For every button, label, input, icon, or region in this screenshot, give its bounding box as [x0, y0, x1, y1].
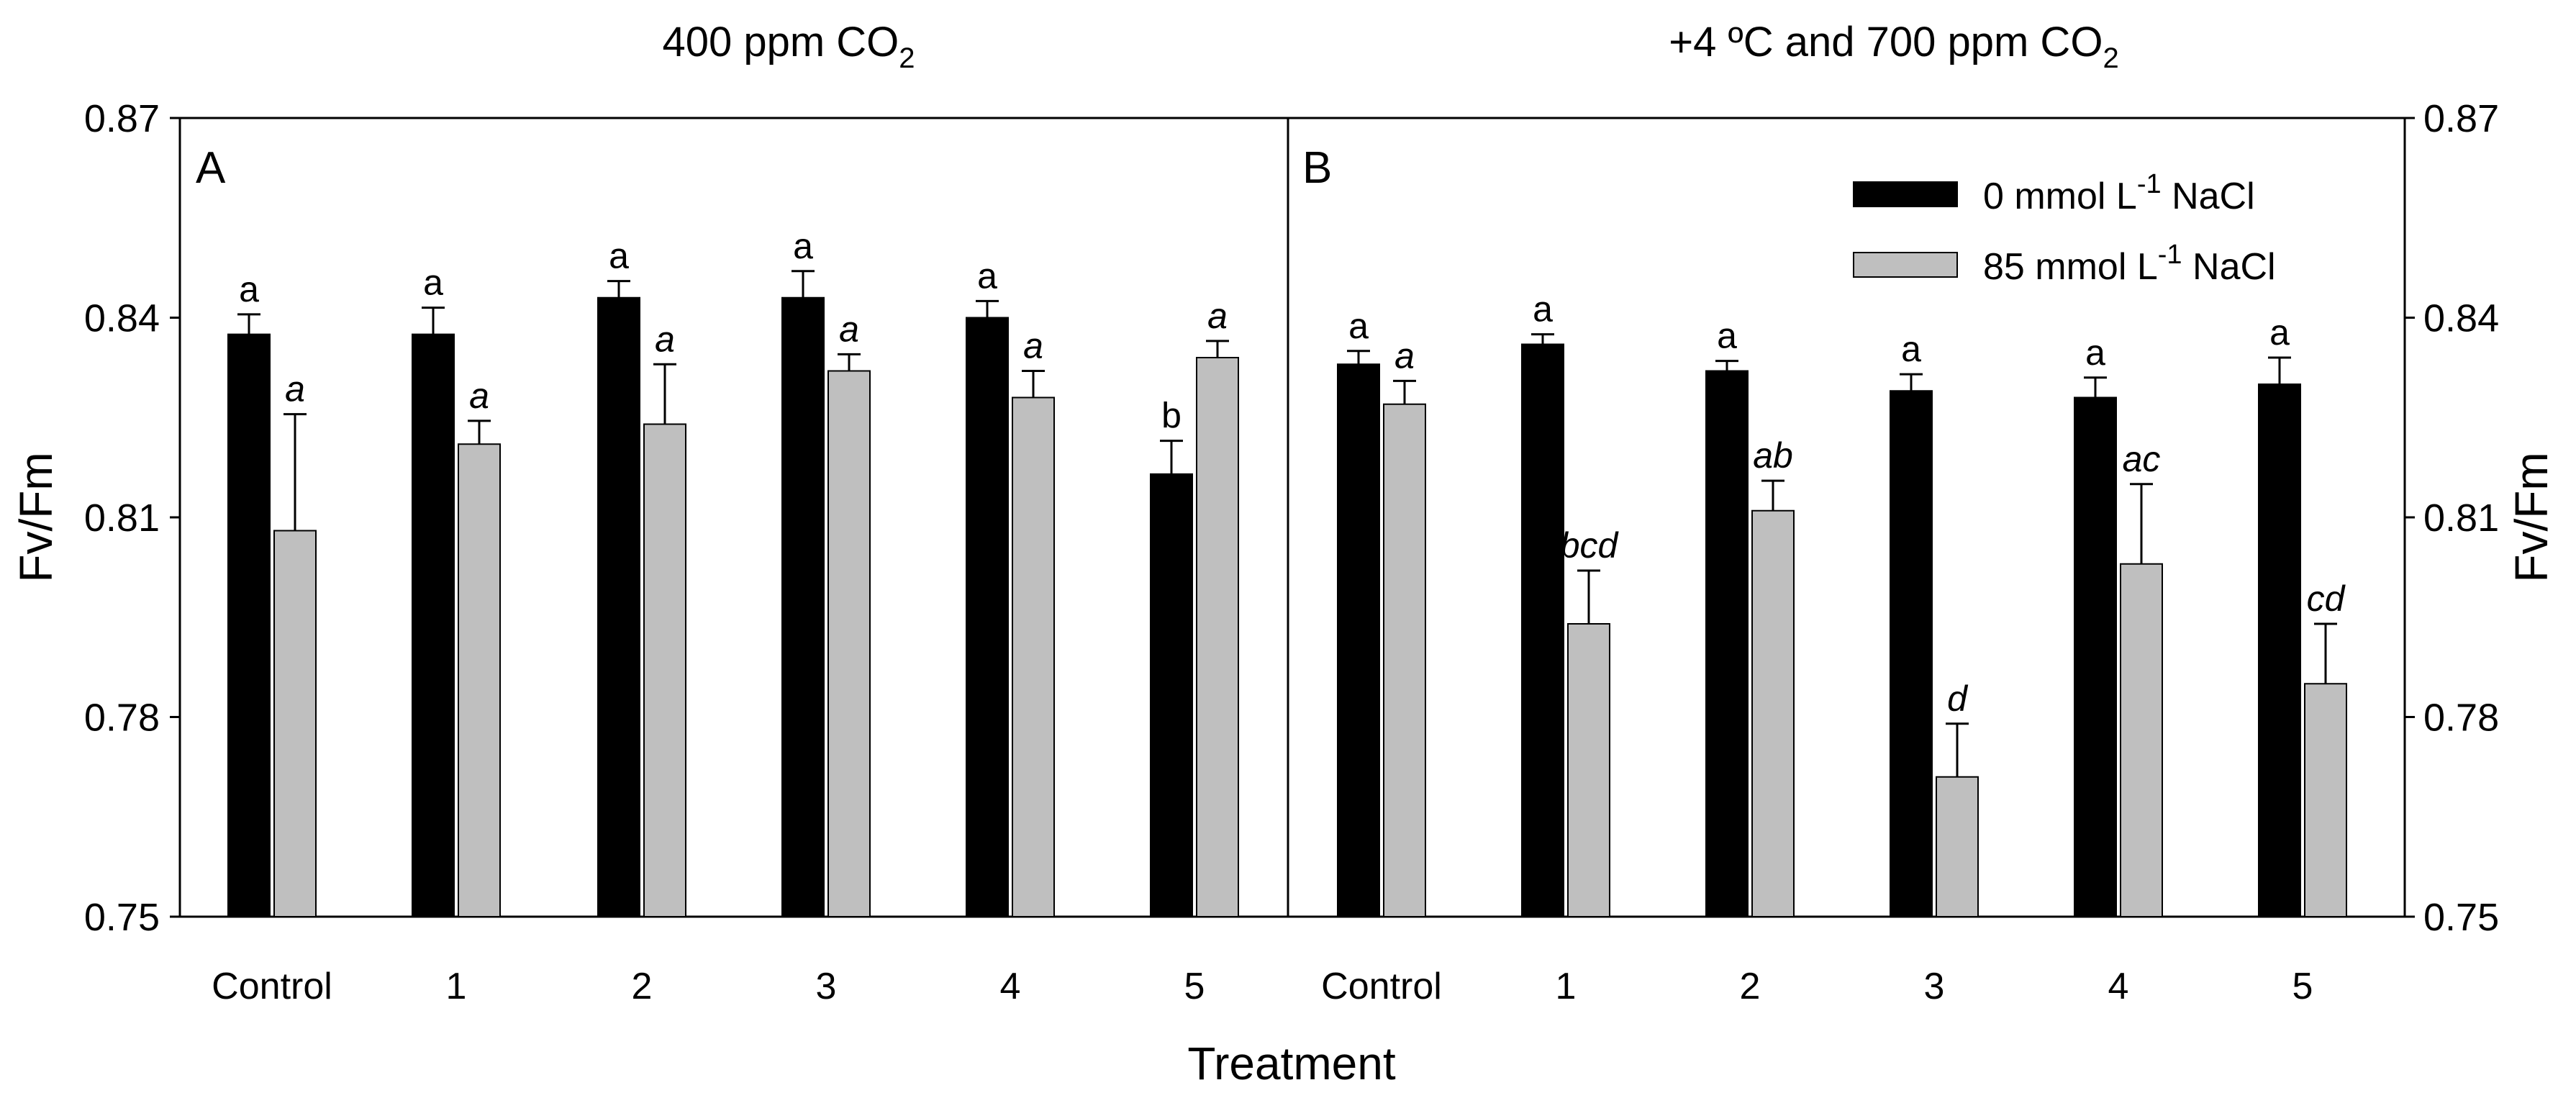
bar-a-s0-2 — [597, 296, 640, 917]
bar-b-s1-1 — [1567, 623, 1610, 917]
panel-b-title: +4 ºC and 700 ppm CO2 — [1669, 19, 2118, 74]
plot-frame — [178, 117, 2406, 918]
y-tick-label-left-3: 0.84 — [84, 297, 160, 340]
x-tick-label-b-4: 4 — [2108, 966, 2129, 1007]
legend-label-0mm: 0 mmol L-1 NaCl — [1983, 169, 2255, 217]
significance-label-b-s1-4: ac — [2123, 439, 2161, 479]
x-axis-title: Treatment — [1187, 1038, 1396, 1089]
significance-label-b-s1-0: a — [1394, 335, 1415, 376]
bar-b-s1-3 — [1936, 776, 1979, 917]
significance-label-a-s1-0: a — [285, 369, 305, 409]
panel-a-title: 400 ppm CO2 — [662, 19, 915, 74]
significance-label-b-s1-1: bcd — [1560, 525, 1620, 566]
significance-label-b-s0-0: a — [1348, 306, 1369, 346]
legend-swatch-0mm — [1853, 181, 1958, 207]
y-tick-label-right-0: 0.75 — [2423, 896, 2499, 939]
axes-layer: 0.75 0.75 0.78 0.78 0.81 0.81 0.84 0.84 0.87 0.87… — [84, 97, 2499, 1007]
y-tick-label-left-4: 0.87 — [84, 97, 160, 140]
x-tick-label-b-5: 5 — [2292, 966, 2313, 1007]
significance-label-a-s1-2: a — [655, 319, 675, 359]
bar-b-s1-5 — [2304, 683, 2347, 917]
x-tick-label-a-3: 3 — [816, 966, 837, 1007]
x-tick-label-b-1: 1 — [1556, 966, 1577, 1007]
bar-a-s0-1 — [412, 333, 455, 917]
bar-b-s0-3 — [1890, 390, 1933, 917]
bar-a-s0-0 — [227, 333, 271, 917]
significance-label-b-s1-5: cd — [2307, 579, 2346, 619]
bar-b-s0-4 — [2074, 396, 2117, 917]
y-tick-label-left-0: 0.75 — [84, 896, 160, 939]
x-tick-label-a-4: 4 — [1000, 966, 1021, 1007]
significance-label-a-s0-0: a — [239, 269, 259, 309]
significance-label-b-s0-2: a — [1717, 316, 1737, 356]
bar-b-s0-0 — [1337, 363, 1380, 917]
x-tick-label-b-3: 3 — [1924, 966, 1945, 1007]
bar-a-s1-5 — [1196, 357, 1239, 917]
significance-label-b-s0-1: a — [1533, 289, 1553, 330]
significance-label-b-s0-4: a — [2085, 332, 2105, 373]
y-tick-label-right-4: 0.87 — [2423, 97, 2499, 140]
significance-label-a-s1-5: a — [1207, 296, 1228, 336]
bar-b-s1-0 — [1383, 403, 1426, 917]
x-tick-label-a-1: 1 — [446, 966, 467, 1007]
x-tick-label-b-2: 2 — [1740, 966, 1761, 1007]
bar-a-s1-1 — [458, 443, 501, 917]
x-tick-label-b-0: Control — [1321, 966, 1442, 1007]
significance-label-a-s1-1: a — [469, 376, 489, 416]
bar-a-s1-0 — [273, 530, 317, 917]
x-tick-label-a-0: Control — [212, 966, 332, 1007]
bar-b-s0-1 — [1521, 343, 1564, 917]
y-tick-label-right-3: 0.84 — [2423, 297, 2499, 340]
significance-label-b-s0-3: a — [1901, 329, 1921, 369]
y-tick-label-left-2: 0.81 — [84, 496, 160, 540]
bar-b-s0-5 — [2258, 384, 2301, 917]
significance-label-a-s0-4: a — [977, 255, 997, 296]
bar-a-s1-2 — [643, 423, 686, 917]
bar-a-s1-4 — [1012, 396, 1055, 917]
bar-a-s0-3 — [781, 296, 825, 917]
y-tick-label-left-1: 0.78 — [84, 697, 160, 740]
x-tick-label-a-5: 5 — [1184, 966, 1205, 1007]
significance-label-b-s0-5: a — [2269, 312, 2290, 353]
y-axis-title-left: Fv/Fm — [10, 452, 62, 582]
bar-a-s0-5 — [1150, 473, 1193, 917]
significance-label-a-s0-3: a — [793, 226, 813, 266]
significance-label-b-s1-3: d — [1947, 679, 1969, 719]
panel-a-label: A — [196, 143, 226, 193]
significance-label-a-s0-2: a — [609, 236, 629, 276]
y-tick-label-right-2: 0.81 — [2423, 496, 2499, 540]
x-tick-label-a-2: 2 — [632, 966, 653, 1007]
bar-b-s1-2 — [1751, 509, 1795, 917]
legend-label-85mm: 85 mmol L-1 NaCl — [1983, 240, 2276, 288]
significance-label-a-s0-1: a — [423, 263, 443, 303]
bar-b-s0-2 — [1705, 370, 1749, 917]
bar-a-s0-4 — [966, 317, 1009, 917]
legend: 0 mmol L-1 NaCl 85 mmol L-1 NaCl — [1853, 169, 2276, 288]
significance-label-a-s0-5: b — [1161, 396, 1182, 436]
significance-label-a-s1-4: a — [1023, 326, 1043, 366]
bar-b-s1-4 — [2120, 563, 2163, 917]
y-axis-title-right: Fv/Fm — [2505, 452, 2557, 582]
panel-b-label: B — [1302, 143, 1332, 193]
bar-a-s1-3 — [827, 370, 871, 917]
significance-label-a-s1-3: a — [839, 309, 859, 349]
y-tick-label-right-1: 0.78 — [2423, 697, 2499, 740]
significance-label-b-s1-2: ab — [1753, 435, 1793, 476]
legend-swatch-85mm — [1853, 252, 1958, 278]
